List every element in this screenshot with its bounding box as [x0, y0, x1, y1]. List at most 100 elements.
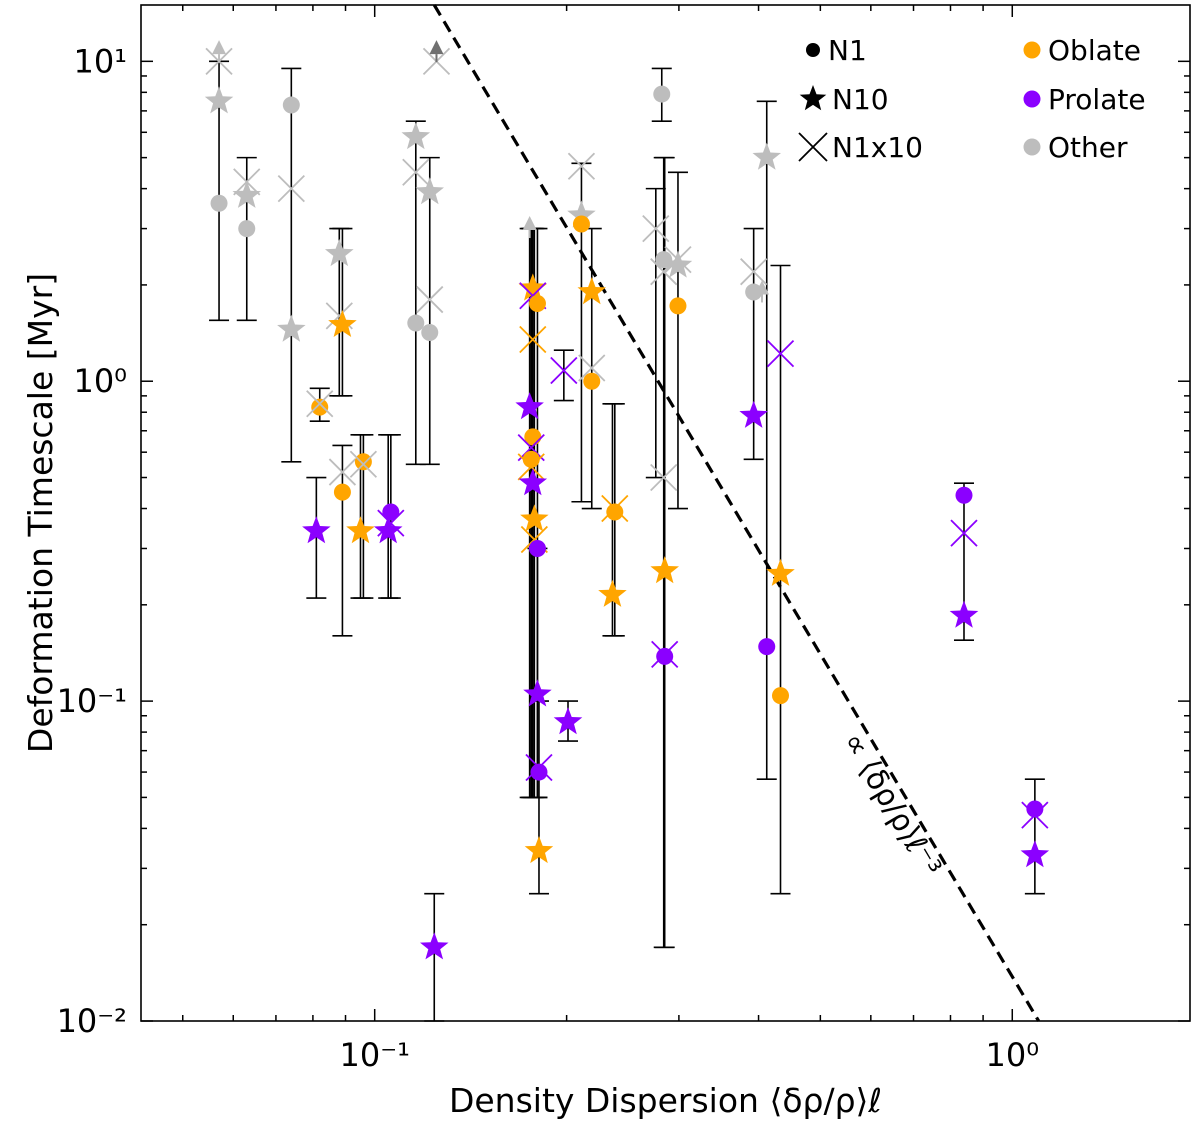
- x-tick-label: 10⁰: [985, 1036, 1039, 1074]
- tick-labels: 10⁻¹ 10⁰ 10⁻² 10⁻¹ 10⁰ 10¹: [57, 42, 1039, 1074]
- point-x: [517, 453, 545, 481]
- y-tick-label: 10⁰: [73, 362, 127, 400]
- point-x: [328, 458, 357, 486]
- point-x: [517, 433, 545, 462]
- point-circle: [311, 398, 329, 416]
- point-x: [578, 354, 606, 382]
- point-circle: [210, 194, 228, 212]
- point-circle: [572, 215, 590, 233]
- legend-marker-circle: [806, 43, 820, 57]
- point-circle: [606, 503, 624, 521]
- point-star: [518, 468, 548, 496]
- point-circle: [282, 96, 300, 114]
- fit-line: [432, 4, 1041, 1022]
- upper-limit-arrow: [212, 40, 227, 55]
- point-x: [567, 152, 596, 180]
- point-star: [302, 516, 331, 544]
- legend-label: N1x10: [832, 131, 923, 164]
- point-star: [415, 177, 444, 205]
- point-star: [766, 558, 795, 586]
- point-star: [650, 556, 679, 584]
- legend-label: Oblate: [1048, 34, 1141, 67]
- point-star: [515, 392, 544, 420]
- upper-limit-arrow: [522, 216, 537, 231]
- point-circle: [745, 283, 763, 301]
- point-x: [1021, 801, 1049, 829]
- point-star: [949, 600, 979, 628]
- point-circle: [528, 294, 546, 312]
- point-star: [232, 180, 261, 208]
- plot-frame: [140, 4, 1191, 1022]
- point-circle: [1026, 800, 1044, 818]
- point-star: [739, 400, 768, 428]
- point-x: [377, 509, 405, 537]
- point-x: [233, 168, 261, 196]
- axis-ticks: [141, 5, 1190, 1022]
- point-star: [401, 122, 431, 150]
- legend-marker-x: [798, 132, 828, 162]
- point-star: [663, 250, 693, 278]
- point-star: [277, 314, 306, 342]
- point-star: [518, 273, 548, 301]
- y-axis-label: Deformation Timescale [Myr]: [21, 273, 60, 753]
- point-circle: [382, 503, 400, 521]
- point-circle: [421, 324, 439, 342]
- point-x: [651, 640, 679, 669]
- legend-label: Prolate: [1048, 83, 1146, 116]
- point-x: [664, 245, 692, 274]
- point-circle: [772, 687, 790, 705]
- point-circle: [955, 486, 973, 504]
- point-star: [598, 579, 627, 607]
- legend-label: N1: [828, 34, 867, 67]
- x-axis-label: Density Dispersion ⟨δρ/ρ⟩ℓ: [449, 1081, 882, 1120]
- point-circle: [522, 450, 540, 468]
- point-x: [277, 174, 305, 203]
- legend-label: N10: [832, 83, 889, 116]
- point-star: [373, 516, 403, 544]
- upper-limit-arrow: [429, 40, 444, 55]
- point-star: [1020, 840, 1050, 868]
- point-circle: [530, 763, 548, 781]
- y-tick-label: 10⁻¹: [57, 682, 127, 720]
- point-circle: [238, 220, 256, 238]
- point-x: [402, 158, 430, 186]
- point-circle: [354, 453, 372, 471]
- point-star: [567, 200, 596, 228]
- point-circle: [583, 372, 601, 390]
- point-x: [519, 325, 547, 354]
- point-star: [524, 836, 554, 864]
- point-circle: [669, 297, 687, 315]
- point-star: [328, 309, 357, 337]
- upper-limit-arrow: [754, 280, 769, 295]
- legend-color-swatch: [1023, 90, 1041, 108]
- legend-label: Other: [1048, 131, 1128, 164]
- point-circle: [528, 539, 546, 557]
- point-x: [642, 214, 670, 243]
- point-x: [740, 258, 768, 286]
- legend-color-swatch: [1023, 138, 1041, 156]
- point-x: [550, 356, 578, 385]
- point-circle: [333, 483, 351, 501]
- legend: N1 N10 N1x10 Oblate Prolate Other: [798, 34, 1146, 164]
- point-x: [601, 494, 629, 523]
- point-star: [346, 516, 375, 544]
- point-x: [650, 463, 678, 492]
- point-circle: [656, 647, 674, 665]
- point-star: [204, 86, 234, 114]
- fit-line-label: ∝ ⟨δρ/ρ⟩ℓ⁻³: [835, 727, 947, 883]
- legend-color-swatch: [1023, 41, 1041, 59]
- point-x: [950, 519, 978, 547]
- point-star: [553, 707, 583, 735]
- point-x: [525, 753, 553, 782]
- y-tick-label: 10⁻²: [57, 1002, 127, 1040]
- point-x: [306, 390, 334, 418]
- point-x: [416, 285, 444, 314]
- point-star: [752, 142, 781, 170]
- point-x: [766, 339, 795, 368]
- point-star: [523, 679, 552, 707]
- y-tick-label: 10¹: [73, 42, 127, 80]
- x-tick-label: 10⁻¹: [339, 1036, 409, 1074]
- data-points: [204, 40, 1050, 1022]
- legend-marker-star: [799, 85, 827, 111]
